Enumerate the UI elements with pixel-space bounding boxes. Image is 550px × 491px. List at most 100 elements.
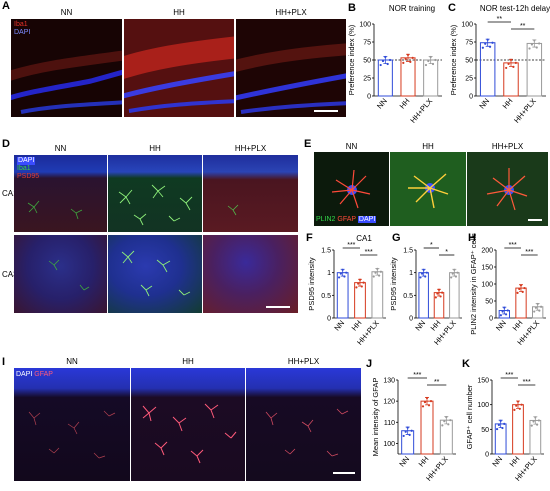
- legend-dapi: DAPI: [16, 371, 33, 378]
- data-point: [341, 268, 344, 271]
- chart-h: H 0 50 100 150 200 PLIN2 intensity in GFAP⁺ ce…: [466, 230, 550, 348]
- significance-label: **: [497, 16, 503, 23]
- data-point: [423, 401, 427, 404]
- data-point: [513, 408, 516, 411]
- data-point: [379, 63, 382, 67]
- category-label: HH: [350, 319, 364, 333]
- data-point: [453, 268, 456, 271]
- panel-e-header-hh: HH: [422, 142, 434, 151]
- y-axis-label: GFAP⁺ cell number: [465, 384, 474, 449]
- significance-label: ***: [523, 379, 531, 386]
- chart-title: NOR training: [389, 4, 435, 13]
- category-label: NN: [397, 455, 411, 469]
- bar-nn: [479, 42, 496, 97]
- y-axis-label: Preference index (%): [449, 24, 458, 95]
- panel-label-e: E: [304, 138, 312, 150]
- chart-g: G 0 0.5 1 1.5 PSD95 intensity NN HH HH+PLX * *: [389, 230, 466, 348]
- data-point: [514, 61, 517, 64]
- data-point: [441, 424, 444, 427]
- micrograph-a-hh: [124, 19, 234, 117]
- data-point: [507, 62, 510, 65]
- y-tick-label: 100: [461, 22, 473, 29]
- data-point: [443, 420, 446, 423]
- micrograph-e-hh: [390, 152, 466, 226]
- data-point: [429, 55, 432, 59]
- micrograph-d-ca3-hh: [108, 235, 202, 313]
- chart-j: J 100 110 120 130 Mean intensity of GFAP NN HH H…: [364, 356, 460, 486]
- panel-a-legend: Iba1 DAPI: [14, 21, 30, 37]
- category-label: HH+PLX: [512, 97, 538, 125]
- data-point: [538, 309, 541, 312]
- data-point: [429, 400, 433, 403]
- y-tick-label: 50: [465, 58, 473, 65]
- data-point: [434, 296, 437, 299]
- row-label-ca1: CA1: [2, 189, 18, 198]
- data-point: [337, 276, 341, 279]
- data-point: [503, 306, 506, 309]
- y-tick-label: 1: [327, 270, 331, 277]
- legend-psd95: PSD95: [17, 173, 40, 180]
- significance-label: ***: [413, 372, 421, 379]
- y-tick-label: 50: [485, 299, 493, 306]
- y-tick-label: 100: [359, 22, 371, 29]
- panel-label-k: K: [462, 358, 470, 370]
- panel-label-g: G: [392, 232, 401, 244]
- chart-b: B NOR training 0 25 50 75 100 Preference index …: [346, 0, 446, 126]
- panel-d-header-nn: NN: [54, 144, 67, 153]
- legend-dapi: DAPI: [14, 29, 31, 36]
- data-point: [384, 55, 387, 59]
- y-tick-label: 0.5: [403, 293, 413, 300]
- micrograph-a-nn: [11, 19, 122, 117]
- category-label: HH+PLX: [408, 97, 434, 125]
- panel-label-c: C: [448, 2, 456, 14]
- significance-label: ***: [509, 242, 517, 249]
- data-point: [504, 313, 508, 316]
- data-point: [499, 314, 502, 317]
- y-tick-label: 0: [485, 452, 489, 459]
- scale-bar-a: [314, 110, 338, 112]
- data-point: [424, 275, 427, 278]
- data-point: [437, 288, 441, 291]
- chart-c-svg: C NOR test-12h delay 0 25 50 75 100Preference …: [448, 2, 550, 125]
- bar-hh-plx: [371, 271, 384, 319]
- data-point: [535, 46, 538, 49]
- data-point: [406, 53, 410, 56]
- category-label: HH: [417, 455, 431, 469]
- panel-d-header-hhplx: HH+PLX: [234, 144, 267, 153]
- bar-hh-plx: [449, 272, 460, 319]
- legend-dapi: DAPI: [17, 157, 36, 165]
- data-point: [445, 415, 448, 419]
- data-point: [533, 39, 536, 42]
- y-tick-label: 1: [409, 270, 413, 277]
- y-tick-label: 25: [363, 76, 371, 83]
- data-point: [530, 43, 534, 46]
- data-point: [419, 276, 422, 279]
- data-point: [495, 427, 499, 431]
- y-tick-label: 1.5: [403, 248, 413, 255]
- data-point: [501, 426, 504, 430]
- panel-d-legend: DAPI Iba1 PSD95: [17, 157, 39, 181]
- data-point: [434, 58, 437, 62]
- data-point: [456, 271, 459, 274]
- data-point: [484, 42, 487, 45]
- panel-label-i: I: [2, 356, 6, 368]
- data-point: [506, 309, 509, 312]
- legend-gfap: GFAP: [34, 371, 53, 378]
- data-point: [388, 58, 392, 62]
- micrograph-d-ca1-nn: [14, 155, 107, 232]
- data-point: [436, 292, 439, 295]
- category-label: NN: [332, 319, 346, 333]
- micrograph-e-hhplx: [467, 152, 548, 226]
- panel-e-header-nn: NN: [345, 142, 358, 151]
- data-point: [491, 41, 494, 44]
- panel-a-header-hhplx: HH+PLX: [275, 8, 307, 17]
- data-point: [362, 281, 365, 284]
- micrograph-e-nn: [314, 152, 389, 226]
- chart-title: CA1: [356, 234, 372, 243]
- data-point: [343, 275, 346, 278]
- category-label: HH: [398, 97, 412, 111]
- micrograph-d-ca1-hhplx: [203, 155, 298, 232]
- y-tick-label: 50: [363, 58, 371, 65]
- data-point: [427, 404, 431, 407]
